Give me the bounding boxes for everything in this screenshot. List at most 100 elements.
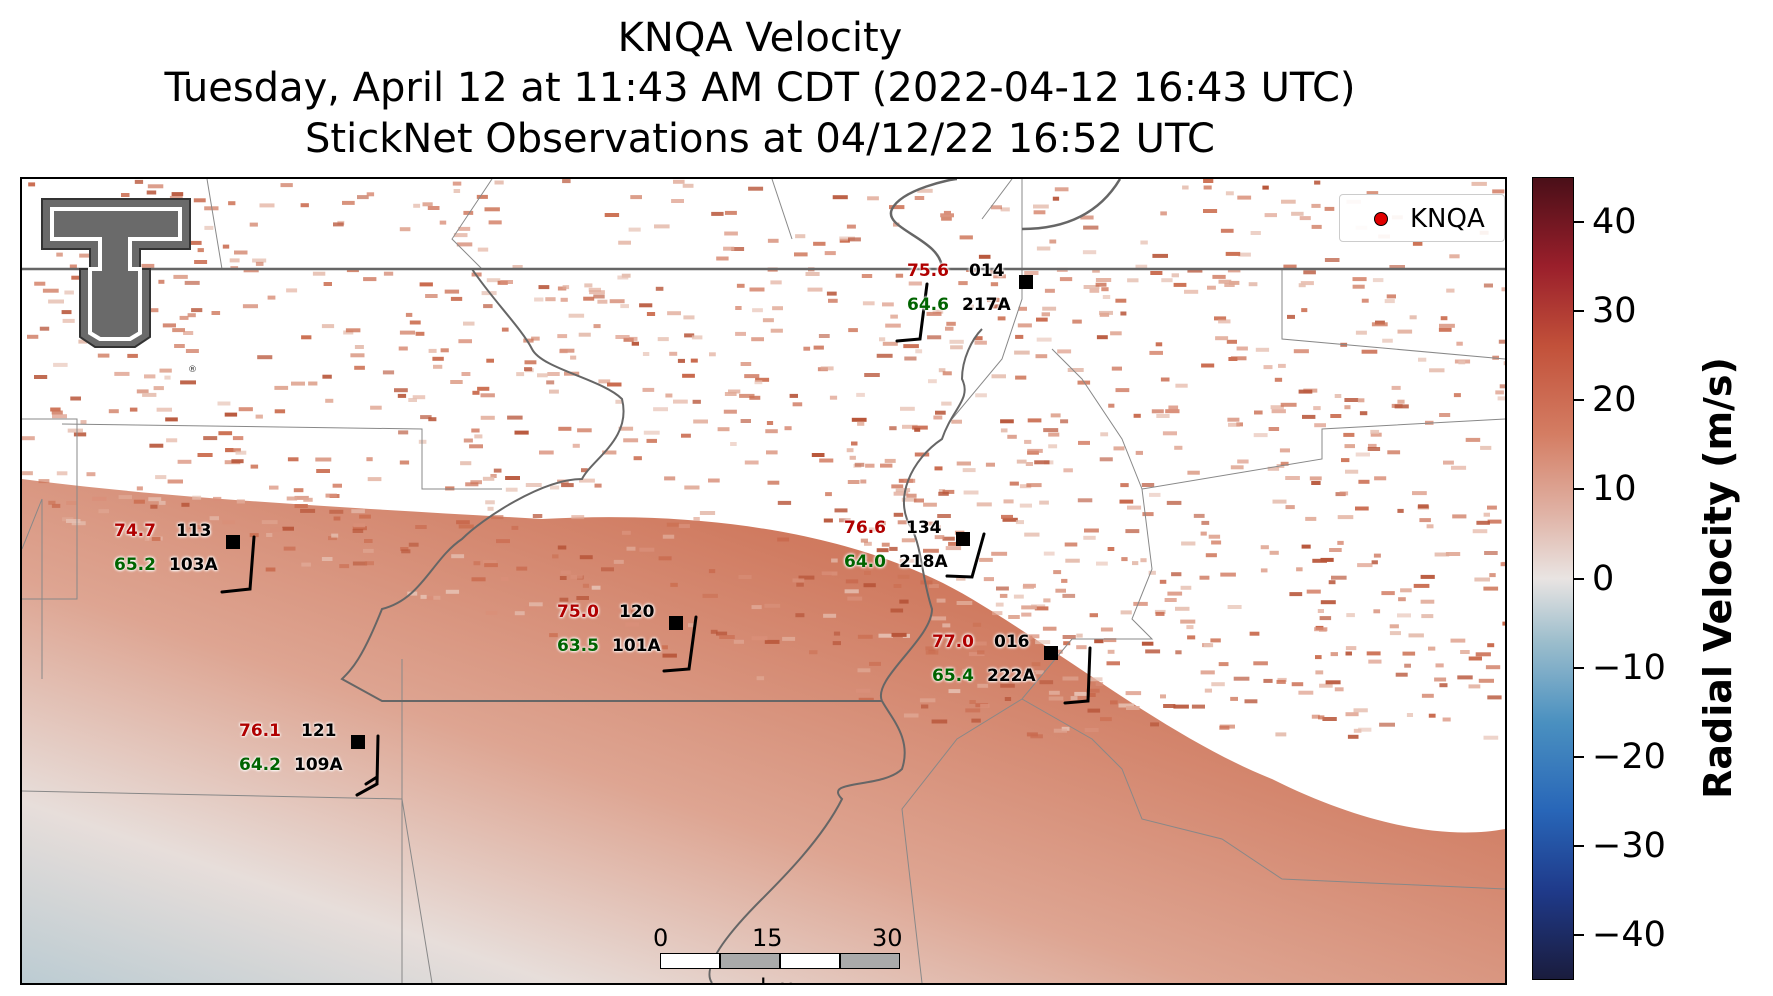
velocity-return [1052,196,1060,201]
velocity-return [512,265,523,269]
velocity-return [300,203,309,208]
velocity-return [846,448,854,453]
velocity-return [723,246,735,251]
velocity-return [491,515,504,520]
velocity-return [1367,447,1381,451]
velocity-return [1345,712,1359,717]
velocity-return [1298,690,1314,695]
velocity-return [673,399,688,404]
velocity-return [1280,402,1297,407]
velocity-return [752,308,763,313]
velocity-return [269,485,279,490]
velocity-return [1452,514,1467,519]
velocity-return [740,419,751,423]
wind-barb [945,532,986,579]
velocity-return [190,240,202,245]
velocity-return [1184,289,1199,294]
velocity-return [811,453,825,457]
velocity-return [162,323,176,328]
velocity-return [149,536,161,541]
velocity-return [1076,633,1083,638]
velocity-return [1150,271,1163,275]
velocity-return [1100,432,1109,437]
velocity-return [889,546,898,551]
velocity-return [172,328,185,333]
velocity-return [483,304,493,309]
velocity-return [1249,631,1260,636]
velocity-return [847,480,860,484]
county-outline [340,268,983,983]
velocity-return [851,441,858,446]
velocity-return [617,275,629,280]
velocity-return [979,557,993,562]
velocity-return [1031,662,1041,667]
velocity-return [280,183,293,188]
velocity-return [252,258,267,263]
velocity-return [197,248,204,253]
velocity-return [179,315,189,320]
velocity-return [682,373,695,378]
velocity-return [860,559,869,564]
velocity-return [1034,670,1044,675]
velocity-return [1193,513,1205,518]
station-probe-id: 222A [987,666,1036,686]
velocity-return [583,296,595,301]
velocity-return [42,288,59,293]
velocity-return [956,601,973,605]
velocity-return [1141,483,1155,487]
velocity-return [1311,224,1322,229]
velocity-return [1495,390,1504,395]
velocity-return [881,542,890,547]
velocity-return [735,331,746,336]
velocity-return [1159,579,1167,584]
velocity-return [1096,561,1108,566]
velocity-return [433,595,441,600]
velocity-return [598,379,611,384]
velocity-return [419,282,433,287]
velocity-return [165,417,178,422]
velocity-return [537,373,548,378]
velocity-return [1000,428,1008,433]
velocity-return [915,349,923,354]
station-marker [956,532,970,546]
velocity-return [209,516,219,521]
velocity-return [1285,476,1300,480]
velocity-return [621,530,631,535]
velocity-return [114,371,130,376]
velocity-return [1483,586,1499,591]
velocity-return [925,650,939,655]
velocity-return [1474,577,1490,582]
velocity-return [1449,254,1460,259]
velocity-return [144,537,152,541]
velocity-return [412,395,426,400]
velocity-return [450,296,463,301]
velocity-return [425,294,438,298]
velocity-return [784,426,792,431]
velocity-return [1331,575,1347,580]
wind-barb [662,615,698,673]
radar-map: KNQA ® 75.6 014 64.6 217A 74.7 113 65.2 103A 76.… [20,177,1507,985]
velocity-return [1269,550,1279,555]
velocity-return [1389,624,1399,629]
velocity-return [618,240,631,245]
velocity-return [180,380,196,385]
velocity-return [1101,287,1109,292]
velocity-return [1434,552,1450,557]
velocity-return [1155,342,1163,347]
velocity-return [724,392,737,396]
velocity-return [1438,327,1452,332]
velocity-return [473,561,481,566]
velocity-return [959,235,973,240]
velocity-return [938,368,946,373]
velocity-return [1483,512,1490,517]
velocity-return [538,285,550,290]
velocity-return [631,341,639,346]
velocity-return [1344,398,1359,402]
colorbar-tick-label: 0 [1592,558,1615,599]
velocity-return [925,646,939,651]
velocity-return [963,304,974,309]
velocity-return [1373,553,1381,558]
station-id: 121 [301,721,337,741]
velocity-return [1180,619,1196,624]
velocity-return [1171,572,1182,577]
